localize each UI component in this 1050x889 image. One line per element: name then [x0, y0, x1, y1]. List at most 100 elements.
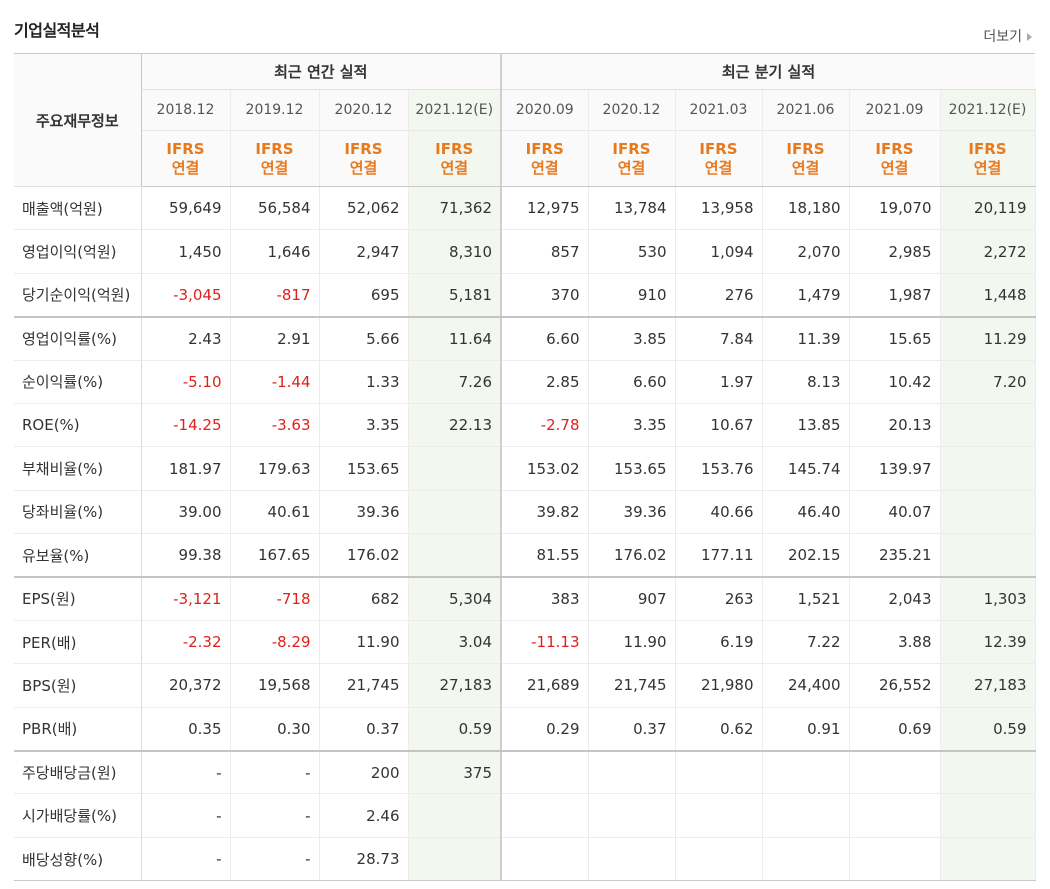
ifrs-consolidated: 연결: [791, 158, 820, 177]
ifrs-standard: IFRS: [612, 139, 651, 158]
ifrs-label: IFRS 연결: [319, 130, 409, 187]
value-cell: 383: [501, 577, 589, 621]
period-header: 2020.12: [588, 89, 676, 131]
value-cell: 0.37: [588, 707, 676, 752]
more-link[interactable]: 더보기: [983, 26, 1032, 46]
value-cell: 5.66: [319, 316, 409, 361]
value-cell: [940, 750, 1036, 795]
value-cell: 181.97: [141, 446, 231, 491]
period-header: 2021.06: [762, 89, 850, 131]
value-cell: 1,094: [675, 229, 763, 274]
ifrs-label: IFRS 연결: [141, 130, 231, 187]
table-row: PER(배) -2.32 -8.29 11.90 3.04 -11.13 11.90 6.19…: [14, 620, 1036, 665]
value-cell: 139.97: [849, 446, 941, 491]
table-row: 순이익률(%) -5.10 -1.44 1.33 7.26 2.85 6.60 1.97 8.1…: [14, 360, 1036, 404]
value-cell: 0.30: [230, 707, 320, 752]
value-cell: -3,045: [141, 273, 231, 318]
value-cell: 2,947: [319, 229, 409, 274]
row-label: 당좌비율(%): [14, 490, 142, 535]
table-row: EPS(원) -3,121 -718 682 5,304 383 907 263 1,521 2,…: [14, 577, 1036, 621]
period-header: 2018.12: [141, 89, 231, 131]
value-cell: [408, 490, 502, 535]
value-cell: 7.26: [408, 360, 502, 404]
ifrs-label: IFRS 연결: [408, 130, 502, 187]
value-cell: -: [230, 793, 320, 838]
value-cell: 153.65: [319, 446, 409, 491]
value-cell: 71,362: [408, 186, 502, 231]
value-cell: 167.65: [230, 533, 320, 579]
quarter-group-header: 최근 분기 실적: [501, 53, 1036, 90]
value-cell: 1,450: [141, 229, 231, 274]
ifrs-standard: IFRS: [435, 139, 474, 158]
table-row: 매출액(억원) 59,649 56,584 52,062 71,362 12,975 13,…: [14, 186, 1036, 231]
value-cell: [940, 403, 1036, 448]
ifrs-consolidated: 연결: [704, 158, 733, 177]
value-cell: [762, 750, 850, 795]
ifrs-consolidated: 연결: [530, 158, 559, 177]
value-cell: -14.25: [141, 403, 231, 448]
ifrs-standard: IFRS: [786, 139, 825, 158]
value-cell: 5,304: [408, 577, 502, 621]
ifrs-consolidated: 연결: [880, 158, 909, 177]
table-row: 주당배당금(원) - -200 375: [14, 750, 1036, 795]
value-cell: 1.33: [319, 360, 409, 404]
value-cell: 12,975: [501, 186, 589, 231]
value-cell: 695: [319, 273, 409, 318]
value-cell: 15.65: [849, 316, 941, 361]
value-cell: 52,062: [319, 186, 409, 231]
value-cell: 28.73: [319, 837, 409, 882]
value-cell: 276: [675, 273, 763, 318]
ifrs-label: IFRS 연결: [849, 130, 941, 187]
value-cell: 202.15: [762, 533, 850, 579]
row-label: ROE(%): [14, 403, 142, 448]
value-cell: 145.74: [762, 446, 850, 491]
value-cell: -718: [230, 577, 320, 621]
table-row: 영업이익(억원) 1,450 1,646 2,947 8,310 857 530 1,094 2…: [14, 229, 1036, 274]
value-cell: 20.13: [849, 403, 941, 448]
value-cell: 263: [675, 577, 763, 621]
period-header: 2021.03: [675, 89, 763, 131]
value-cell: 13,958: [675, 186, 763, 231]
ifrs-standard: IFRS: [699, 139, 738, 158]
value-cell: [501, 837, 589, 882]
value-cell: 99.38: [141, 533, 231, 579]
value-cell: [940, 490, 1036, 535]
value-cell: -5.10: [141, 360, 231, 404]
value-cell: [940, 446, 1036, 491]
value-cell: 13,784: [588, 186, 676, 231]
value-cell: 6.60: [501, 316, 589, 361]
ifrs-label: IFRS 연결: [762, 130, 850, 187]
value-cell: 11.39: [762, 316, 850, 361]
period-header: 2020.12: [319, 89, 409, 131]
row-label: PER(배): [14, 620, 142, 665]
value-cell: 3.88: [849, 620, 941, 665]
value-cell: 179.63: [230, 446, 320, 491]
value-cell: 1,521: [762, 577, 850, 621]
value-cell: [675, 793, 763, 838]
value-cell: [408, 837, 502, 882]
value-cell: 1.97: [675, 360, 763, 404]
row-label: 순이익률(%): [14, 360, 142, 404]
value-cell: 153.76: [675, 446, 763, 491]
value-cell: 7.20: [940, 360, 1036, 404]
value-cell: 3.04: [408, 620, 502, 665]
value-cell: 0.37: [319, 707, 409, 752]
value-cell: 24,400: [762, 663, 850, 708]
value-cell: 2,043: [849, 577, 941, 621]
ifrs-standard: IFRS: [166, 139, 205, 158]
row-label: PBR(배): [14, 707, 142, 752]
ifrs-standard: IFRS: [968, 139, 1007, 158]
period-header: 2019.12: [230, 89, 320, 131]
value-cell: -1.44: [230, 360, 320, 404]
row-label: 당기순이익(억원): [14, 273, 142, 318]
value-cell: 6.60: [588, 360, 676, 404]
row-label: 매출액(억원): [14, 186, 142, 231]
value-cell: -: [230, 750, 320, 795]
table-row: BPS(원) 20,372 19,568 21,745 27,183 21,689 21,7…: [14, 663, 1036, 708]
value-cell: 682: [319, 577, 409, 621]
value-cell: 22.13: [408, 403, 502, 448]
value-cell: 3.35: [588, 403, 676, 448]
row-label: EPS(원): [14, 577, 142, 621]
value-cell: 39.00: [141, 490, 231, 535]
table-row: 유보율(%) 99.38 167.65 176.02 81.55 176.02 177.11…: [14, 533, 1036, 579]
